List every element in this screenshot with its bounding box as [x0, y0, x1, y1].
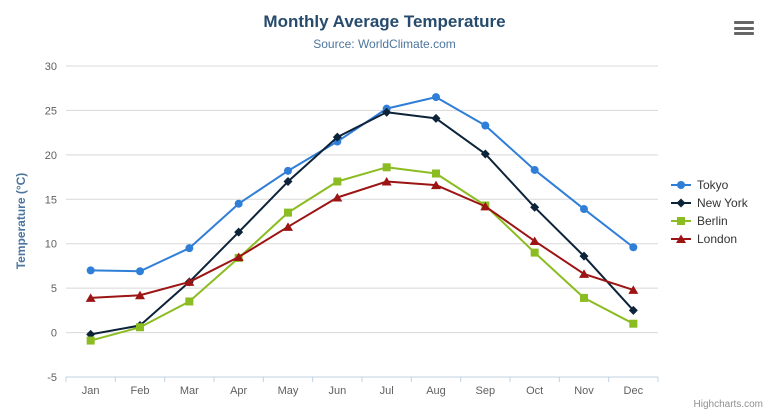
data-point[interactable] [234, 199, 243, 208]
data-point[interactable] [480, 201, 491, 211]
data-point[interactable] [676, 234, 686, 244]
x-axis-tick-label: Oct [526, 385, 543, 397]
series-line-tokyo [89, 96, 635, 273]
legend-marker-icon [671, 198, 691, 208]
data-point[interactable] [580, 293, 588, 302]
legend-label: London [697, 232, 738, 246]
data-point[interactable] [283, 177, 293, 187]
data-point[interactable] [233, 252, 244, 262]
data-point[interactable] [628, 305, 638, 315]
legend-label: New York [697, 196, 748, 210]
credits-link[interactable]: Highcharts.com [693, 399, 763, 410]
x-axis-tick-label: Sep [476, 385, 496, 397]
data-point[interactable] [579, 251, 589, 261]
data-point[interactable] [628, 285, 639, 294]
data-point[interactable] [580, 205, 588, 214]
x-axis-tick-label: Dec [624, 385, 644, 397]
data-point[interactable] [333, 177, 342, 186]
y-axis-tick-label: 25 [45, 105, 57, 117]
data-point[interactable] [86, 266, 95, 275]
legend-marker-icon [671, 217, 691, 225]
data-point[interactable] [382, 163, 391, 172]
series-line-berlin [89, 166, 635, 342]
chart-title: Monthly Average Temperature [263, 12, 506, 31]
y-axis-tick-label: 10 [45, 239, 57, 251]
x-axis-tick-label: Jan [82, 385, 100, 397]
data-point[interactable] [382, 107, 392, 117]
data-point[interactable] [332, 132, 342, 142]
legend-marker-icon [671, 181, 691, 189]
data-point[interactable] [381, 177, 392, 186]
data-point[interactable] [86, 336, 95, 345]
data-point[interactable] [529, 236, 540, 246]
data-point[interactable] [185, 244, 194, 253]
series-berlin[interactable] [86, 163, 638, 345]
legend-label: Berlin [697, 214, 728, 228]
chart-subtitle: Source: WorldClimate.com [313, 37, 456, 51]
series-new-york[interactable] [86, 107, 638, 339]
data-point[interactable] [284, 208, 292, 217]
y-axis-tick-label: 5 [51, 283, 57, 295]
data-point[interactable] [136, 267, 144, 276]
data-point[interactable] [629, 319, 638, 328]
data-point[interactable] [85, 293, 96, 302]
data-point[interactable] [136, 323, 144, 332]
x-axis-tick-label: Jul [380, 385, 394, 397]
data-point[interactable] [185, 297, 194, 306]
y-axis-tick-label: 20 [45, 150, 57, 162]
data-point[interactable] [677, 181, 685, 189]
x-axis-tick-label: Mar [180, 385, 199, 397]
legend-item-new-york[interactable]: New York [670, 194, 748, 212]
data-point[interactable] [480, 149, 490, 159]
y-axis-tick-label: 0 [51, 328, 57, 340]
data-point[interactable] [283, 222, 293, 231]
data-point[interactable] [332, 193, 343, 202]
legend-item-london[interactable]: London [670, 230, 748, 248]
x-axis-tick-label: Jun [328, 385, 346, 397]
data-point[interactable] [284, 166, 292, 175]
data-point[interactable] [530, 165, 539, 174]
hamburger-bar [734, 21, 754, 24]
data-point[interactable] [676, 198, 686, 208]
series-london[interactable] [85, 177, 639, 302]
series-line-london [89, 180, 635, 299]
data-point[interactable] [432, 93, 440, 102]
x-axis-tick-label: Apr [230, 385, 247, 397]
legend-item-berlin[interactable]: Berlin [670, 212, 748, 230]
data-point[interactable] [677, 217, 685, 225]
x-axis-tick-label: Feb [131, 385, 150, 397]
data-point[interactable] [629, 243, 638, 252]
data-point[interactable] [431, 180, 441, 190]
data-point[interactable] [431, 113, 441, 123]
y-axis-tick-label: 30 [45, 61, 57, 73]
y-axis-tick-label: 15 [45, 194, 57, 206]
data-point[interactable] [481, 121, 490, 130]
y-axis-tick-label: -5 [47, 372, 57, 384]
data-point[interactable] [432, 169, 440, 178]
legend: Tokyo New York Berlin London [670, 176, 748, 248]
x-axis-tick-label: May [278, 385, 299, 397]
data-point[interactable] [234, 227, 244, 237]
data-point[interactable] [135, 290, 145, 300]
x-axis-tick-label: Aug [426, 385, 446, 397]
legend-label: Tokyo [697, 178, 729, 192]
legend-item-tokyo[interactable]: Tokyo [670, 176, 748, 194]
series-tokyo[interactable] [86, 93, 638, 276]
hamburger-menu-icon[interactable] [734, 21, 754, 35]
hamburger-bar [734, 26, 754, 30]
data-point[interactable] [530, 202, 540, 212]
legend-marker-icon [671, 234, 691, 244]
data-point[interactable] [530, 248, 539, 257]
hamburger-bar [734, 32, 754, 35]
series-line-new-york [89, 111, 635, 336]
data-point[interactable] [184, 277, 195, 286]
data-point[interactable] [579, 269, 589, 278]
x-axis-tick-label: Nov [574, 385, 594, 397]
